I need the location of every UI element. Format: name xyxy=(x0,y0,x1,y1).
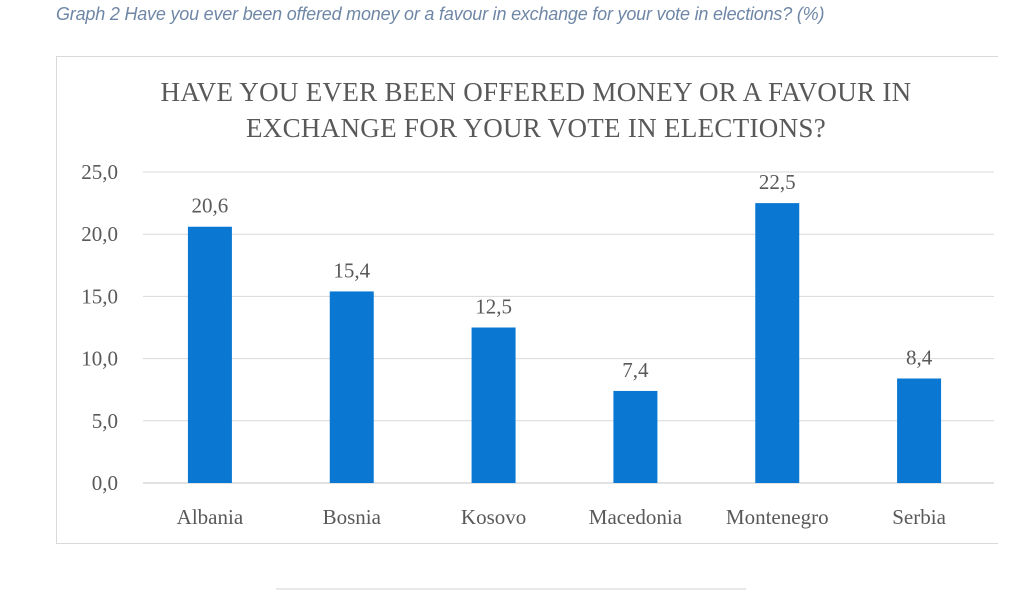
data-label: 20,6 xyxy=(192,194,229,218)
bar xyxy=(897,378,942,483)
x-tick-label: Kosovo xyxy=(461,505,526,529)
x-tick-label: Macedonia xyxy=(589,505,683,529)
y-tick-label: 10,0 xyxy=(81,347,118,371)
y-tick-label: 20,0 xyxy=(81,222,118,246)
data-label: 15,4 xyxy=(333,258,370,282)
bottom-divider xyxy=(276,588,746,590)
bar xyxy=(187,226,232,483)
x-tick-label: Bosnia xyxy=(323,505,382,529)
x-tick-label: Serbia xyxy=(892,505,946,529)
bar xyxy=(471,327,516,483)
bar xyxy=(329,291,374,483)
y-tick-label: 25,0 xyxy=(81,160,118,184)
y-tick-label: 5,0 xyxy=(92,409,118,433)
chart-title-line-2: EXCHANGE FOR YOUR VOTE IN ELECTIONS? xyxy=(245,113,826,143)
chart-title: HAVE YOU EVER BEEN OFFERED MONEY OR A FA… xyxy=(56,74,1016,146)
data-label: 8,4 xyxy=(906,346,933,370)
bar xyxy=(755,203,800,483)
x-tick-label: Albania xyxy=(177,505,244,529)
chart-title-line-1: HAVE YOU EVER BEEN OFFERED MONEY OR A FA… xyxy=(160,77,912,107)
y-tick-label: 0,0 xyxy=(92,471,118,495)
data-label: 12,5 xyxy=(475,295,512,319)
x-tick-label: Montenegro xyxy=(726,505,829,529)
y-tick-label: 15,0 xyxy=(81,284,118,308)
bar xyxy=(613,390,658,483)
data-label: 7,4 xyxy=(622,358,649,382)
figure-caption: Graph 2 Have you ever been offered money… xyxy=(56,4,825,24)
data-label: 22,5 xyxy=(759,170,796,194)
